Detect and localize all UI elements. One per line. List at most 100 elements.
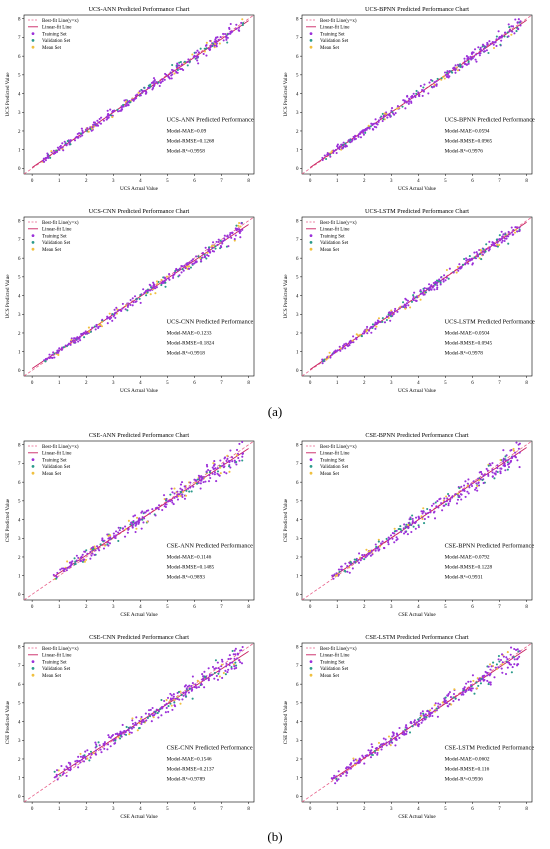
validation-point [414, 296, 417, 299]
training-point [233, 657, 236, 660]
validation-point [171, 63, 174, 67]
mean-point [92, 752, 95, 755]
validation-point [205, 257, 208, 260]
x-tick-label: 7 [220, 605, 223, 610]
mean-point [429, 709, 432, 712]
x-tick-label: 6 [193, 179, 196, 184]
training-point [473, 48, 477, 51]
training-point [214, 467, 217, 470]
training-point [357, 135, 360, 138]
training-point [71, 339, 74, 342]
mean-point [489, 663, 492, 666]
training-point [236, 653, 239, 656]
training-point [151, 286, 154, 290]
training-point [98, 744, 101, 747]
training-point [166, 696, 170, 699]
legend-swatch-point [309, 660, 313, 663]
y-tick-label: 7 [18, 462, 21, 467]
training-point [482, 44, 485, 47]
training-point [241, 455, 244, 458]
x-axis-label: UCS Actual Value [120, 388, 159, 394]
training-point [470, 52, 473, 55]
training-point [427, 515, 430, 518]
validation-point [189, 266, 193, 269]
training-point [211, 466, 214, 469]
training-point [197, 481, 200, 485]
training-point [114, 316, 117, 319]
mean-point [218, 42, 221, 45]
y-tick-label: 7 [296, 36, 299, 41]
training-point [479, 478, 482, 481]
training-point [469, 680, 472, 683]
mean-point [173, 699, 176, 702]
validation-point [119, 734, 122, 737]
validation-point [322, 360, 325, 363]
training-point [177, 64, 180, 67]
validation-point [66, 139, 69, 143]
validation-point [114, 739, 117, 742]
mean-point [512, 447, 515, 451]
training-point [445, 500, 448, 503]
training-point [362, 133, 365, 136]
training-point [352, 335, 355, 338]
training-point [67, 768, 70, 771]
validation-point [496, 245, 499, 248]
training-point [165, 278, 168, 281]
training-point [458, 495, 461, 498]
training-point [102, 119, 105, 122]
validation-point [235, 460, 238, 464]
mean-point [87, 326, 90, 329]
training-point [501, 235, 504, 238]
validation-point [473, 692, 476, 695]
training-point [514, 451, 517, 454]
training-point [455, 502, 459, 505]
training-point [72, 341, 75, 344]
training-point [338, 145, 341, 148]
validation-point [208, 246, 211, 249]
validation-point [241, 24, 244, 27]
validation-point [504, 233, 507, 236]
training-point [121, 307, 124, 310]
training-point [407, 102, 410, 105]
training-point [223, 237, 226, 240]
validation-point [188, 60, 191, 63]
training-point [170, 74, 173, 77]
validation-point [188, 490, 191, 493]
validation-point [371, 753, 374, 757]
validation-point [510, 671, 513, 674]
mean-point [127, 519, 130, 522]
mean-point [139, 717, 142, 720]
training-point [64, 344, 67, 347]
y-tick-label: 8 [18, 646, 21, 651]
validation-point [444, 503, 448, 506]
training-point [486, 469, 489, 472]
training-point [502, 460, 505, 463]
training-point [500, 667, 503, 670]
mean-point [154, 292, 157, 295]
training-point [103, 747, 106, 750]
annotation-metric: Model-R²=0.9958 [167, 149, 206, 155]
training-point [221, 464, 224, 467]
training-point [354, 762, 357, 765]
training-point [205, 470, 208, 473]
training-point [124, 525, 127, 528]
training-point [217, 667, 220, 670]
training-point [395, 536, 398, 539]
training-point [229, 30, 232, 33]
training-point [221, 660, 224, 663]
training-point [212, 468, 215, 471]
training-point [169, 500, 172, 503]
validation-point [173, 701, 176, 704]
validation-point [83, 336, 86, 339]
validation-point [44, 360, 47, 363]
mean-point [466, 484, 469, 487]
training-point [485, 49, 488, 52]
y-tick-label: 6 [296, 257, 299, 262]
validation-point [226, 41, 229, 44]
training-point [382, 114, 385, 117]
training-point [336, 779, 339, 782]
y-tick-label: 1 [296, 350, 299, 355]
training-point [389, 534, 393, 537]
training-point [395, 539, 398, 542]
training-point [329, 155, 332, 158]
